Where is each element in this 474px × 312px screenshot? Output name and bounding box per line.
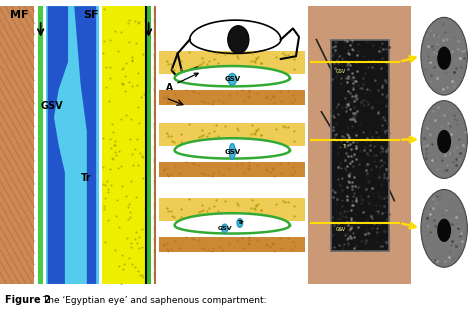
- Polygon shape: [174, 138, 290, 158]
- Text: GSV: GSV: [224, 76, 240, 82]
- Bar: [38, 6, 43, 284]
- Bar: [102, 6, 146, 284]
- Ellipse shape: [228, 26, 249, 53]
- Text: A: A: [165, 73, 198, 91]
- Text: Tr: Tr: [342, 144, 347, 149]
- Text: Tr: Tr: [81, 173, 91, 183]
- Text: GSV: GSV: [336, 227, 346, 232]
- Text: MF: MF: [9, 10, 28, 20]
- Ellipse shape: [237, 219, 243, 227]
- Bar: [159, 162, 305, 177]
- Circle shape: [437, 219, 451, 242]
- Text: GSV: GSV: [40, 101, 63, 111]
- Polygon shape: [48, 6, 68, 284]
- Polygon shape: [174, 213, 290, 234]
- Text: GSV: GSV: [336, 69, 346, 74]
- Bar: [159, 237, 305, 252]
- Circle shape: [421, 101, 467, 178]
- Ellipse shape: [228, 73, 237, 85]
- Text: SF: SF: [83, 10, 99, 20]
- Bar: [43, 6, 102, 284]
- Bar: [331, 40, 390, 251]
- Bar: [146, 6, 151, 284]
- Circle shape: [437, 46, 451, 70]
- Bar: [151, 6, 154, 284]
- Text: The ‘Egyptian eye’ and saphenous compartment:: The ‘Egyptian eye’ and saphenous compart…: [40, 296, 267, 305]
- Polygon shape: [231, 145, 233, 150]
- Bar: [35, 6, 38, 284]
- Bar: [0, 6, 35, 284]
- Bar: [46, 6, 100, 284]
- Bar: [159, 90, 305, 105]
- Bar: [159, 51, 305, 74]
- Circle shape: [437, 130, 451, 153]
- Bar: [159, 198, 305, 222]
- Polygon shape: [174, 66, 290, 86]
- Polygon shape: [74, 6, 96, 284]
- Text: Tr: Tr: [237, 221, 243, 226]
- Text: GSV: GSV: [218, 226, 232, 231]
- Text: GSV: GSV: [224, 149, 240, 155]
- Polygon shape: [190, 20, 281, 53]
- Text: Figure 2: Figure 2: [5, 295, 51, 305]
- Ellipse shape: [222, 224, 228, 233]
- Circle shape: [421, 17, 467, 95]
- Circle shape: [421, 189, 467, 267]
- Bar: [159, 123, 305, 146]
- Bar: [154, 6, 156, 284]
- Bar: [308, 6, 411, 284]
- Polygon shape: [229, 144, 235, 159]
